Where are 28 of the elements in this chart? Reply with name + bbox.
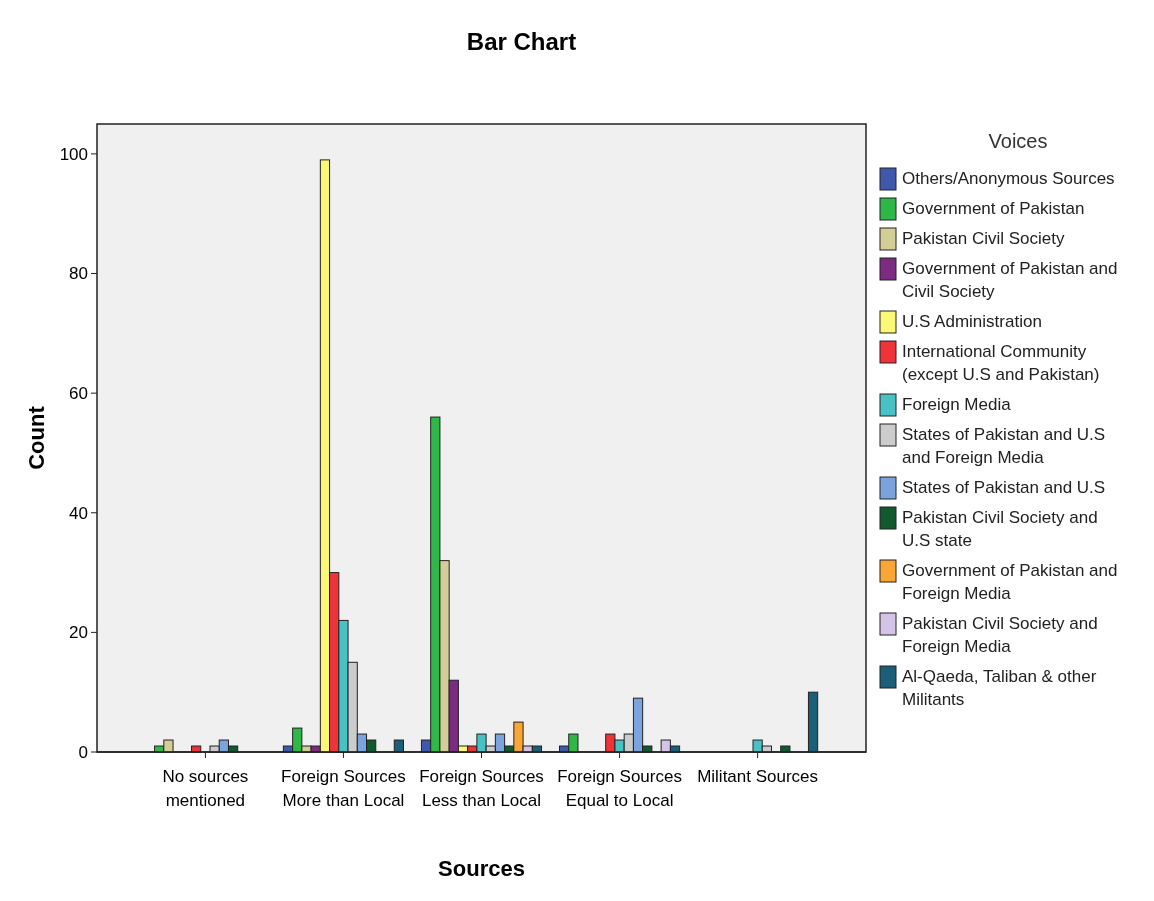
legend-label: Pakistan Civil Society and Foreign Media xyxy=(902,614,1098,656)
legend-label: Government of Pakistan and Foreign Media xyxy=(902,561,1118,603)
y-tick-label: 40 xyxy=(69,503,88,523)
y-tick-label: 60 xyxy=(69,384,88,404)
x-tick-label: No sources mentioned xyxy=(162,767,249,810)
chart-title: Bar Chart xyxy=(466,28,577,55)
x-tick-label: Foreign Sources Equal to Local xyxy=(557,767,682,810)
y-axis-title: Count xyxy=(24,405,49,470)
legend-label: Foreign Media xyxy=(902,395,1012,414)
legend-label: Pakistan Civil Society and U.S state xyxy=(902,508,1098,550)
legend-label: Pakistan Civil Society xyxy=(902,229,1065,248)
y-tick-label: 80 xyxy=(69,264,88,284)
y-tick-label: 20 xyxy=(69,623,88,643)
legend-label: Others/Anonymous Sources xyxy=(902,169,1115,188)
x-tick-label: Militant Sources xyxy=(697,767,819,786)
legend-label: States of Pakistan and U.S xyxy=(902,478,1106,497)
y-tick-label: 0 xyxy=(78,742,88,762)
legend-label: Government of Pakistan xyxy=(902,199,1085,218)
x-tick-label: Foreign Sources Less than Local xyxy=(419,767,544,810)
legend-label: U.S Administration xyxy=(902,312,1042,331)
y-tick-label: 100 xyxy=(59,144,88,164)
legend-title: Voices xyxy=(988,130,1048,152)
legend-label: Government of Pakistan and Civil Society xyxy=(902,259,1118,301)
legend-label: Al-Qaeda, Taliban & other Militants xyxy=(902,667,1097,709)
x-axis-title: Sources xyxy=(438,856,525,881)
legend-label: International Community (except U.S and Pakistan) xyxy=(902,342,1100,384)
x-tick-label: Foreign Sources More than Local xyxy=(281,767,406,810)
legend-label: States of Pakistan and U.S and Foreign Media xyxy=(902,425,1106,467)
